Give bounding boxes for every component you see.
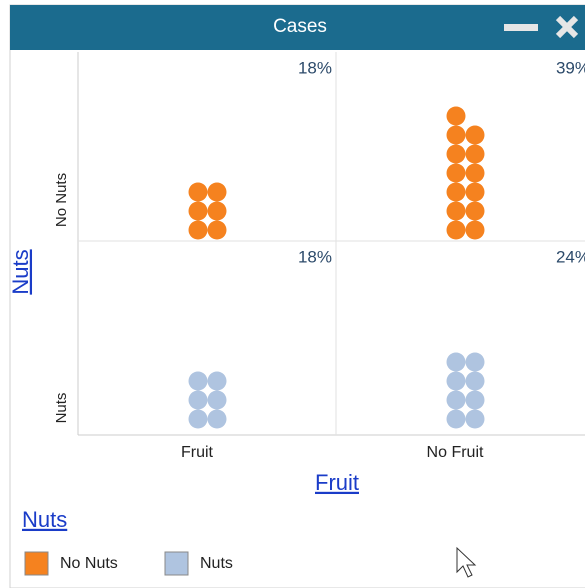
case-dot [446,371,466,391]
case-dot [465,371,485,391]
case-dot [207,390,227,410]
minimize-button[interactable] [504,24,538,31]
case-dot [465,352,485,372]
y-category-label: Nuts [53,393,70,424]
case-dot [446,390,466,410]
case-dot [188,409,208,429]
case-dot [465,144,485,164]
case-dot [188,390,208,410]
case-dot [446,201,466,221]
x-category-label: Fruit [181,444,214,461]
case-dot [465,163,485,183]
legend-swatch [24,551,49,576]
case-dot [465,409,485,429]
legend-title[interactable]: Nuts [22,507,67,532]
y-axis-title[interactable]: Nuts [8,249,33,294]
case-dot [207,182,227,202]
case-dot [188,371,208,391]
x-axis-title[interactable]: Fruit [315,470,359,495]
legend-swatch [164,551,189,576]
cell-percent: 18% [298,58,332,77]
case-dot [207,201,227,221]
plot-area: 18% 39% 18% 24% [77,52,585,436]
cell-percent: 18% [298,247,332,266]
case-dot [446,163,466,183]
case-dot [465,390,485,410]
case-dot [465,220,485,240]
case-dot [207,371,227,391]
case-dot [446,125,466,145]
case-dot [446,144,466,164]
window-title: Cases [273,16,327,37]
window-frame [9,4,585,588]
case-dot [207,220,227,240]
title-bar [10,5,585,50]
case-dot [188,220,208,240]
case-dot [188,182,208,202]
case-dot [446,352,466,372]
case-dot [446,182,466,202]
mouse-cursor [456,546,477,578]
case-dot [446,409,466,429]
case-dot [465,182,485,202]
cell-percent: 24% [556,247,585,266]
legend-label: Nuts [200,555,233,572]
cell-percent: 39% [556,58,585,77]
legend-label: No Nuts [60,555,118,572]
case-dot [207,409,227,429]
case-dot [446,220,466,240]
case-dot [446,106,466,126]
case-dot [465,201,485,221]
y-category-label: No Nuts [53,173,70,227]
close-button[interactable] [555,15,579,39]
case-dot [465,125,485,145]
case-dot [188,201,208,221]
x-category-label: No Fruit [427,444,484,461]
